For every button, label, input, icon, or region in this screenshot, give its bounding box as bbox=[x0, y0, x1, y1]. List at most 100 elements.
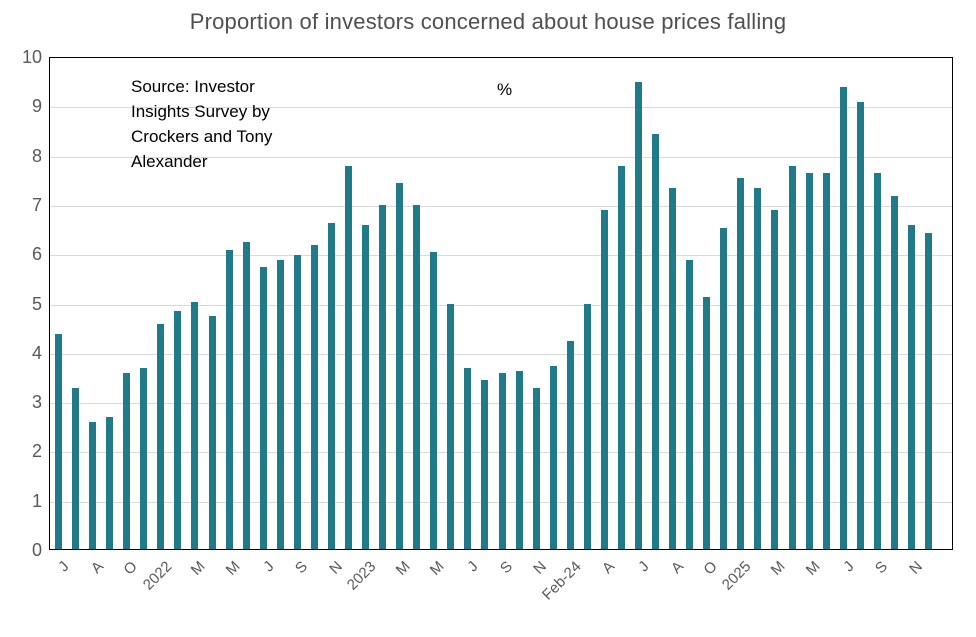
bar bbox=[208, 316, 216, 549]
bar bbox=[310, 244, 318, 549]
y-axis-tick-label: 0 bbox=[31, 540, 42, 560]
bar bbox=[515, 370, 523, 549]
x-axis-tick-label: M bbox=[768, 558, 789, 579]
bar bbox=[276, 259, 284, 549]
x-axis-tick-label: M bbox=[392, 558, 414, 579]
x-axis-tick-label: 2022 bbox=[139, 558, 175, 594]
bar bbox=[805, 173, 813, 549]
bar bbox=[924, 232, 932, 549]
unit-label: % bbox=[497, 80, 513, 99]
bar bbox=[720, 227, 728, 549]
x-axis-tick-label: O bbox=[700, 558, 721, 579]
x-axis-tick-label: M bbox=[426, 558, 448, 579]
y-axis-tick-label: 7 bbox=[31, 194, 42, 215]
chart-title: Proportion of investors concerned about … bbox=[189, 9, 787, 34]
y-axis-tick-label: 2 bbox=[31, 441, 42, 462]
bar bbox=[464, 368, 472, 549]
bar bbox=[447, 304, 455, 549]
bar bbox=[549, 365, 557, 549]
gridline bbox=[50, 156, 952, 158]
bar bbox=[242, 242, 250, 549]
bar bbox=[345, 165, 352, 549]
x-axis-tick-label: J bbox=[839, 558, 858, 576]
bar bbox=[703, 296, 711, 549]
bar bbox=[225, 249, 233, 549]
bar bbox=[430, 252, 438, 549]
source-note: Source: Investor Insights Survey by Croc… bbox=[131, 77, 273, 171]
bar bbox=[379, 205, 387, 549]
gridline bbox=[50, 107, 952, 109]
y-axis-tick-label: 9 bbox=[31, 96, 42, 117]
x-axis-tick-label: 2025 bbox=[719, 558, 755, 594]
gridline bbox=[50, 353, 952, 355]
bar bbox=[839, 87, 847, 549]
y-axis-tick-label: 3 bbox=[31, 392, 42, 413]
x-axis-tick-label: N bbox=[905, 558, 926, 578]
y-axis-tick-label: 6 bbox=[31, 244, 42, 265]
x-axis-tick-labels: J A O 2022 M M J S N 2023 M M J S N Feb-24 A J A O 2025 M M J S N bbox=[49, 558, 953, 637]
bar bbox=[413, 205, 421, 549]
x-axis-tick-label: S bbox=[496, 558, 517, 578]
x-axis-tick-label: A bbox=[599, 558, 619, 578]
bar bbox=[600, 210, 608, 549]
bar bbox=[634, 82, 642, 549]
y-axis-tick-label: 8 bbox=[31, 145, 42, 166]
x-axis-tick-label: J bbox=[259, 558, 278, 576]
bar bbox=[498, 373, 506, 549]
plot-area: Source: Investor Insights Survey by Croc… bbox=[49, 57, 953, 550]
bar bbox=[566, 340, 574, 549]
bar bbox=[907, 225, 915, 549]
y-axis-tick-label: 4 bbox=[31, 342, 42, 363]
bar bbox=[396, 183, 404, 549]
bar bbox=[174, 311, 182, 549]
bar bbox=[890, 195, 898, 549]
bar bbox=[140, 368, 148, 549]
gridline bbox=[50, 304, 952, 306]
bar bbox=[771, 210, 779, 549]
bar bbox=[754, 188, 762, 549]
x-axis-tick-label: M bbox=[802, 558, 824, 579]
gridline bbox=[50, 255, 952, 257]
y-axis-tick-label: 10 bbox=[21, 47, 42, 67]
bar bbox=[259, 267, 267, 549]
bar bbox=[788, 165, 796, 549]
bar bbox=[481, 380, 489, 549]
bar bbox=[72, 387, 80, 549]
bar bbox=[89, 422, 97, 549]
bar bbox=[106, 417, 114, 549]
x-axis-tick-label: A bbox=[667, 558, 687, 578]
bar bbox=[583, 304, 591, 549]
bar bbox=[617, 165, 625, 549]
x-axis-tick-label: S bbox=[872, 558, 892, 578]
x-axis-tick-label: J bbox=[464, 558, 482, 576]
gridline bbox=[50, 205, 952, 207]
bar bbox=[873, 173, 881, 549]
y-axis-tick-label: 5 bbox=[31, 293, 42, 314]
bar bbox=[362, 225, 370, 549]
x-axis-tick-label: A bbox=[87, 558, 107, 578]
bar bbox=[157, 323, 165, 549]
bar bbox=[55, 333, 63, 549]
bar bbox=[686, 259, 694, 549]
bar bbox=[856, 101, 864, 549]
x-axis-tick-label: J bbox=[55, 558, 73, 576]
bar bbox=[532, 387, 540, 549]
x-axis-tick-label: M bbox=[188, 558, 210, 579]
bar bbox=[822, 173, 830, 549]
x-axis-tick-label: N bbox=[325, 558, 346, 578]
bar bbox=[191, 301, 199, 549]
x-axis-tick-label: S bbox=[292, 558, 312, 578]
y-axis-tick-label: 1 bbox=[31, 490, 42, 511]
bar bbox=[327, 222, 335, 549]
x-axis-tick-label: J bbox=[635, 558, 653, 576]
bar bbox=[669, 188, 677, 549]
x-axis-tick-label: N bbox=[530, 558, 551, 578]
x-axis-tick-label: 2023 bbox=[343, 558, 380, 594]
x-axis-tick-label: M bbox=[222, 558, 244, 579]
bar bbox=[123, 373, 131, 549]
x-axis-tick-label: O bbox=[120, 558, 141, 579]
bar bbox=[293, 254, 301, 549]
bar bbox=[652, 133, 660, 549]
bar bbox=[737, 178, 745, 549]
